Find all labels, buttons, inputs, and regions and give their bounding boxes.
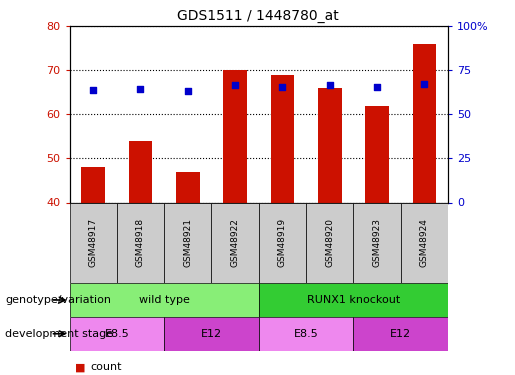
Bar [164,202,212,283]
Bar [353,202,401,283]
Text: GSM48921: GSM48921 [183,218,192,267]
Bar [318,88,341,202]
Bar [70,283,259,317]
Bar [259,283,448,317]
Point [420,81,428,87]
Point [373,84,381,90]
Text: GSM48919: GSM48919 [278,218,287,267]
Text: GSM48923: GSM48923 [372,218,382,267]
Point [231,82,239,88]
Point [89,87,97,93]
Bar [129,141,152,202]
Bar [306,202,353,283]
Bar [224,70,247,202]
Text: RUNX1 knockout: RUNX1 knockout [307,295,400,305]
Text: GSM48922: GSM48922 [231,218,239,267]
Text: GSM48920: GSM48920 [325,218,334,267]
Bar [117,202,164,283]
Bar [70,317,164,351]
Text: E8.5: E8.5 [105,329,129,339]
Text: wild type: wild type [139,295,190,305]
Bar [259,202,306,283]
Bar [176,172,200,202]
Bar [212,202,259,283]
Text: genotype/variation: genotype/variation [5,295,111,305]
Bar [70,202,117,283]
Bar [259,317,353,351]
Point [136,86,145,92]
Point [325,82,334,88]
Text: GSM48917: GSM48917 [89,218,98,267]
Text: ■: ■ [75,363,85,372]
Text: E8.5: E8.5 [294,329,318,339]
Bar [270,75,294,202]
Bar [365,106,389,202]
Text: count: count [90,363,122,372]
Bar [401,202,448,283]
Bar [353,317,448,351]
Bar [413,44,436,203]
Text: GSM48918: GSM48918 [136,218,145,267]
Text: E12: E12 [201,329,222,339]
Bar [81,167,105,202]
Text: GDS1511 / 1448780_at: GDS1511 / 1448780_at [177,9,338,23]
Text: GSM48924: GSM48924 [420,218,429,267]
Point [184,88,192,94]
Text: E12: E12 [390,329,411,339]
Text: development stage: development stage [5,329,113,339]
Bar [164,317,259,351]
Point [278,84,286,90]
